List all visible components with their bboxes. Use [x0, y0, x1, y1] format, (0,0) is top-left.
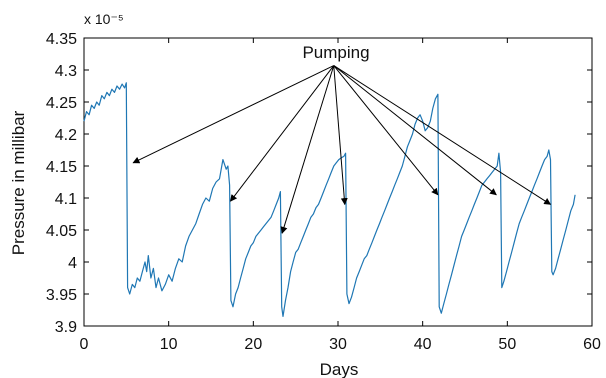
x-tick-label: 20 [244, 336, 262, 353]
annotation-layer [132, 65, 552, 234]
x-tick-label: 10 [160, 336, 178, 353]
y-tick-label: 4.3 [55, 63, 77, 80]
x-axis-ticks: 0 10 20 30 40 50 60 [80, 38, 601, 353]
x-tick-label: 60 [583, 336, 601, 353]
y-tick-label: 4 [68, 255, 77, 272]
y-tick-label: 4.05 [46, 223, 77, 240]
pumping-arrow [333, 65, 552, 205]
x-tick-label: 40 [414, 336, 432, 353]
pumping-arrow [230, 65, 335, 202]
y-tick-label: 4.2 [55, 127, 77, 144]
x-tick-label: 50 [498, 336, 516, 353]
y-tick-label: 4.35 [46, 31, 77, 48]
series-layer [83, 82, 576, 317]
pumping-arrow [333, 65, 439, 196]
y-axis-multiplier: x 10⁻⁵ [84, 11, 124, 27]
x-tick-label: 30 [329, 336, 347, 353]
y-tick-label: 3.95 [46, 287, 77, 304]
pumping-arrow [333, 65, 497, 196]
pumping-annotation-label: Pumping [302, 43, 369, 62]
y-tick-label: 4.15 [46, 159, 77, 176]
pumping-arrow [280, 65, 335, 234]
y-tick-label: 3.9 [55, 319, 77, 336]
pumping-arrow [132, 65, 334, 164]
x-tick-label: 0 [80, 336, 89, 353]
y-axis-label: Pressure in millibar [9, 110, 28, 255]
y-tick-label: 4.1 [55, 191, 77, 208]
y-tick-label: 4.25 [46, 95, 77, 112]
x-axis-label: Days [320, 360, 359, 378]
pumping-arrow [333, 65, 348, 206]
pressure-series-line [83, 82, 576, 317]
y-axis-ticks: 3.9 3.95 4 4.05 4.1 4.15 4.2 4.25 4.3 4.35 [46, 31, 592, 336]
